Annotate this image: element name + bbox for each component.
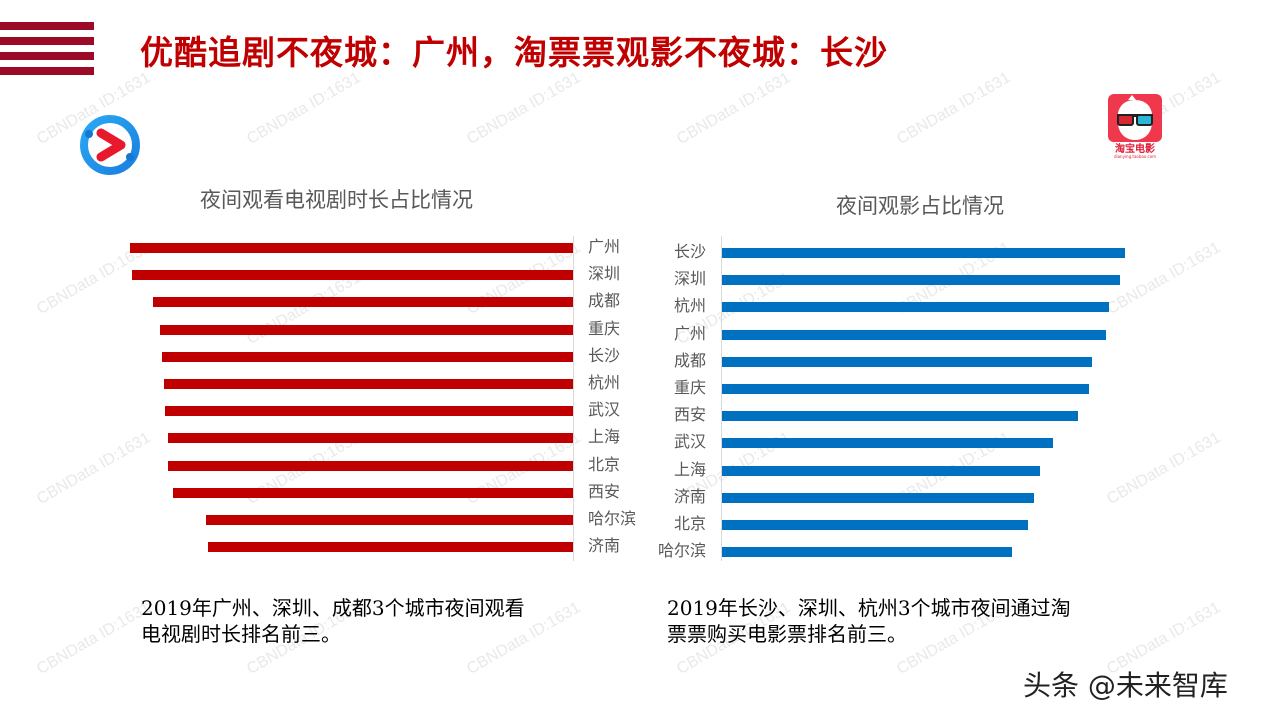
right-chart-bar [722,411,1078,422]
left-chart-category-label: 北京 [588,454,621,474]
right-chart-bar [722,384,1090,394]
watermark-text: CBNData ID:1631 [464,69,584,148]
watermark-text: CBNData ID:1631 [244,269,364,348]
watermark-text: CBNData ID:1631 [244,69,364,148]
right-chart-axis [721,236,722,561]
right-chart-category-label: 上海 [673,459,706,479]
left-chart-bar [164,379,573,389]
right-chart-bar [722,547,1013,558]
right-chart-category-label: 武汉 [673,432,706,452]
left-chart-category-label: 上海 [588,427,621,447]
right-chart-title: 夜间观影占比情况 [836,194,1004,218]
right-caption-line1: 2019年长沙、深圳、杭州3个城市夜间通过淘 [667,596,1071,620]
right-chart-category-label: 哈尔滨 [657,541,706,561]
footer-source-credit: 头条 @未来智库 [1023,669,1228,702]
left-chart-bar [160,324,573,335]
left-chart-category-label: 哈尔滨 [588,509,637,528]
right-chart-category-label: 重庆 [673,378,706,397]
watermark-text: CBNData ID:1631 [34,429,154,508]
page-title: 优酷追剧不夜城：广州，淘票票观影不夜城：长沙 [140,33,888,72]
right-chart-bar [722,302,1109,313]
svg-text:淘宝电影: 淘宝电影 [1115,142,1155,155]
left-chart-bar [130,243,573,253]
left-caption: 2019年广州、深圳、成都3个城市夜间观看 电视剧时长排名前三。 [141,595,525,647]
right-chart-category-label: 西安 [673,405,706,425]
right-chart-bar [722,438,1053,449]
left-chart-bar [132,270,573,281]
right-chart-category-label: 长沙 [673,242,706,261]
right-chart-bar [722,356,1092,367]
watermark-text: CBNData ID:1631 [674,69,794,148]
left-chart-bar [168,460,573,471]
right-chart-category-label: 广州 [673,323,706,343]
taopiaopiao-logo-icon: 淘宝电影 dianying.taobao.com [1108,94,1162,159]
youku-logo-icon [80,115,140,175]
right-chart-category-label: 济南 [673,486,706,506]
right-chart-bar [722,329,1107,340]
left-chart-category-label: 重庆 [588,318,621,338]
left-chart-bar [168,433,573,444]
left-chart-category-label: 深圳 [588,264,621,284]
watermark-text: CBNData ID:1631 [1104,429,1224,508]
left-chart-bar [207,542,573,553]
left-chart-bar [172,487,573,498]
left-chart-bar [206,515,573,525]
right-chart-bar [722,275,1121,286]
right-chart-bar [722,492,1034,503]
right-chart-bar [722,520,1028,530]
right-chart-category-label: 深圳 [673,269,706,289]
right-chart-category-label: 杭州 [673,296,706,316]
left-chart-category-label: 西安 [588,481,621,501]
right-chart-category-label: 成都 [673,350,706,370]
svg-text:dianying.taobao.com: dianying.taobao.com [1114,154,1156,159]
left-chart-category-label: 成都 [588,291,621,311]
left-chart-title: 夜间观看电视剧时长占比情况 [200,188,473,212]
right-chart-bar [722,248,1125,258]
watermark-text: CBNData ID:1631 [894,69,1014,148]
header-stripes [0,22,94,82]
left-caption-line1: 2019年广州、深圳、成都3个城市夜间观看 [141,596,525,620]
left-chart-category-label: 武汉 [588,400,621,420]
left-chart-bar [161,351,573,362]
left-chart-axis [573,236,574,561]
right-chart-bar [722,465,1040,476]
right-caption: 2019年长沙、深圳、杭州3个城市夜间通过淘 票票购买电影票排名前三。 [667,595,1071,647]
right-chart-category-label: 北京 [673,514,706,533]
left-caption-line2: 电视剧时长排名前三。 [141,622,341,646]
watermark-text: CBNData ID:1631 [34,599,154,678]
left-chart-bar [153,297,573,308]
left-chart-bar [164,406,573,417]
left-chart-category-label: 杭州 [588,373,621,392]
left-chart-category-label: 长沙 [588,345,621,365]
left-chart-category-label: 广州 [588,237,621,256]
left-chart-category-label: 济南 [588,536,621,556]
right-caption-line2: 票票购买电影票排名前三。 [667,622,907,646]
